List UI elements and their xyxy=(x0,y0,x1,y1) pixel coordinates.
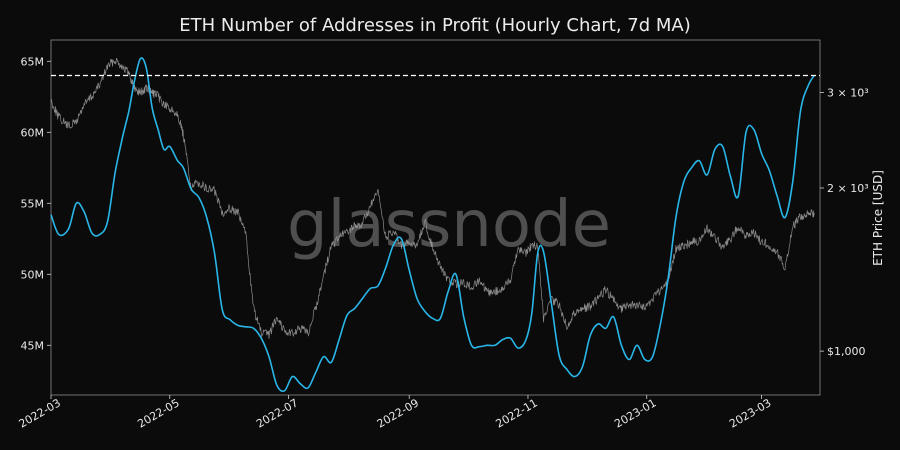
left-y-tick-label: 50M xyxy=(21,268,45,281)
right-y-tick-label: 2 × 10³ xyxy=(827,182,869,195)
x-tick-label: 2022-03 xyxy=(17,396,63,430)
eth-price-line xyxy=(50,57,815,339)
addresses-series-layer xyxy=(50,57,815,393)
addresses-in-profit-line xyxy=(50,57,815,393)
glassnode-watermark: glassnode xyxy=(287,188,611,262)
x-tick-label: 2022-05 xyxy=(135,396,181,430)
x-tick-label: 2022-09 xyxy=(375,396,421,430)
price-series-layer xyxy=(50,57,815,339)
left-y-tick-label: 65M xyxy=(21,55,45,68)
right-y-tick-label: 3 × 10³ xyxy=(827,87,869,100)
plot-frame xyxy=(50,39,821,396)
x-tick-label: 2023-01 xyxy=(612,396,658,430)
left-y-tick-label: 55M xyxy=(21,197,45,210)
left-y-tick-label: 45M xyxy=(21,339,45,352)
right-y-tick-label: $1,000 xyxy=(827,345,866,358)
left-y-tick-label: 60M xyxy=(21,126,45,139)
x-tick-label: 2022-07 xyxy=(254,396,300,430)
x-tick-label: 2023-03 xyxy=(727,396,773,430)
right-axis-title: ETH Price [USD] xyxy=(871,170,885,266)
x-tick-label: 2022-11 xyxy=(494,396,540,430)
chart-title: ETH Number of Addresses in Profit (Hourl… xyxy=(179,15,691,36)
